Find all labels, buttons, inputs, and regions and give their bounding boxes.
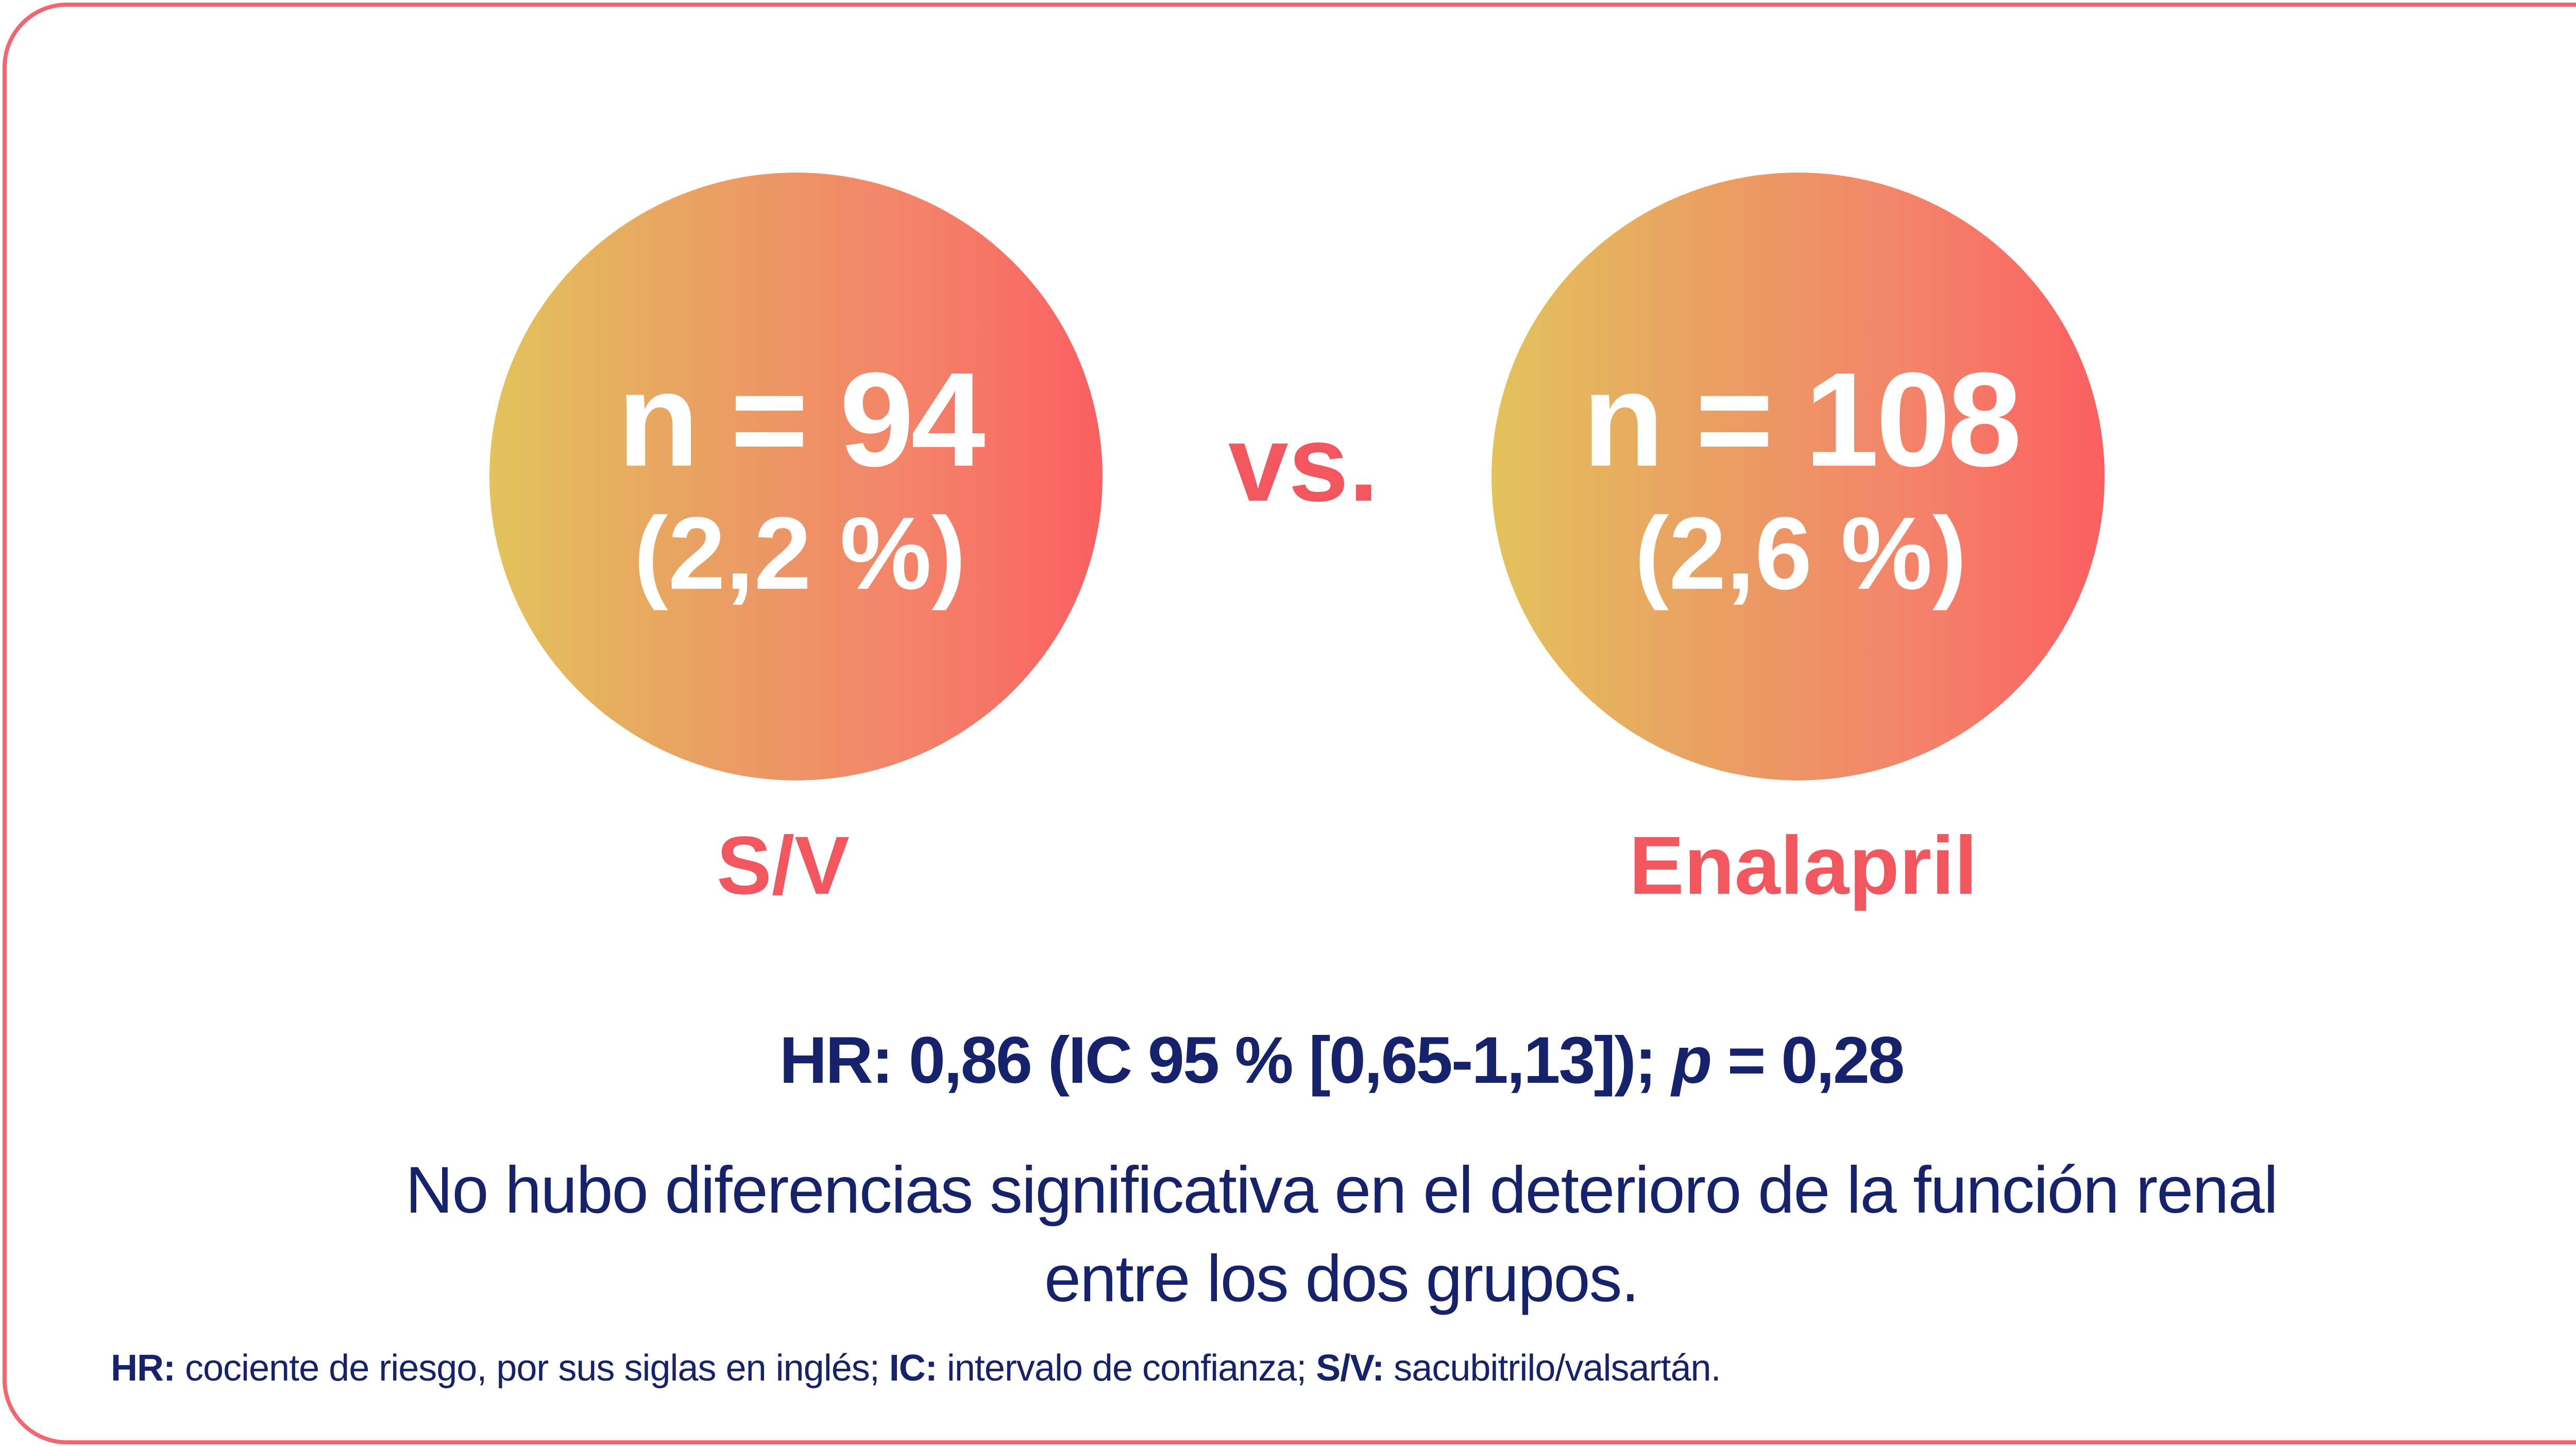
conclusion-line-2: entre los dos grupos. — [1044, 1242, 1639, 1316]
hazard-ratio-statement: HR: 0,86 (IC 95 % [0,65-1,13]); p = 0,28 — [0, 1028, 2576, 1094]
conclusion-line-1: No hubo diferencias significativa en el … — [405, 1153, 2278, 1227]
enalapril-group-label: Enalapril — [1629, 819, 1977, 911]
infographic-frame — [3, 3, 2576, 1444]
vs-label: vs. — [1228, 403, 1379, 524]
hr-prefix: HR: 0,86 (IC 95 % [0,65-1,13]); — [779, 1024, 1672, 1097]
footnote-ic-def: intervalo de confianza; — [937, 1348, 1316, 1389]
enalapril-percent: (2,6 %) — [1634, 496, 1967, 611]
p-symbol: p — [1672, 1024, 1712, 1097]
footnote-ic-abbr: IC: — [889, 1348, 938, 1389]
footnote-sv-abbr: S/V: — [1316, 1348, 1384, 1389]
sv-circle: n = 94 (2,2 %) — [489, 173, 1103, 780]
p-value: = 0,28 — [1710, 1024, 1905, 1097]
conclusion-text: No hubo diferencias significativa en el … — [206, 1146, 2477, 1323]
footnote-hr-abbr: HR: — [111, 1348, 176, 1389]
sv-group-label: S/V — [717, 819, 850, 911]
enalapril-n-value: n = 108 — [1582, 345, 2022, 495]
sv-n-value: n = 94 — [617, 345, 985, 495]
enalapril-circle: n = 108 (2,6 %) — [1492, 173, 2105, 780]
footnote-hr-def: cociente de riesgo, por sus siglas en in… — [175, 1348, 889, 1389]
abbreviations-footnote: HR: cociente de riesgo, por sus siglas e… — [111, 1350, 1721, 1387]
footnote-sv-def: sacubitrilo/valsartán. — [1384, 1348, 1721, 1389]
sv-percent: (2,2 %) — [634, 496, 966, 611]
